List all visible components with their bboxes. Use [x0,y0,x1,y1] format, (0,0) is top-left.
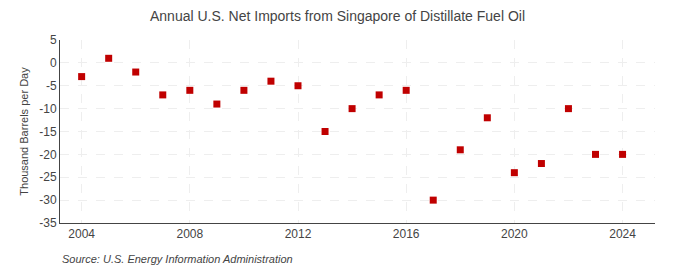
svg-text:2016: 2016 [393,227,420,241]
svg-text:-20: -20 [39,148,57,162]
svg-text:2024: 2024 [609,227,636,241]
svg-text:Thousand Barrels per Day: Thousand Barrels per Day [18,67,30,196]
svg-text:2008: 2008 [176,227,203,241]
svg-text:2020: 2020 [501,227,528,241]
svg-text:-5: -5 [46,79,57,93]
svg-text:-15: -15 [39,125,57,139]
svg-text:2004: 2004 [68,227,95,241]
svg-text:2012: 2012 [285,227,312,241]
svg-text:5: 5 [50,33,57,47]
svg-text:-25: -25 [39,170,57,184]
svg-text:-10: -10 [39,102,57,116]
svg-text:0: 0 [50,56,57,70]
svg-text:Source: U.S. Energy Informatio: Source: U.S. Energy Information Administ… [62,253,293,265]
svg-text:Annual U.S. Net Imports from S: Annual U.S. Net Imports from Singapore o… [150,8,525,24]
svg-text:-30: -30 [39,193,57,207]
svg-text:-35: -35 [39,216,57,230]
